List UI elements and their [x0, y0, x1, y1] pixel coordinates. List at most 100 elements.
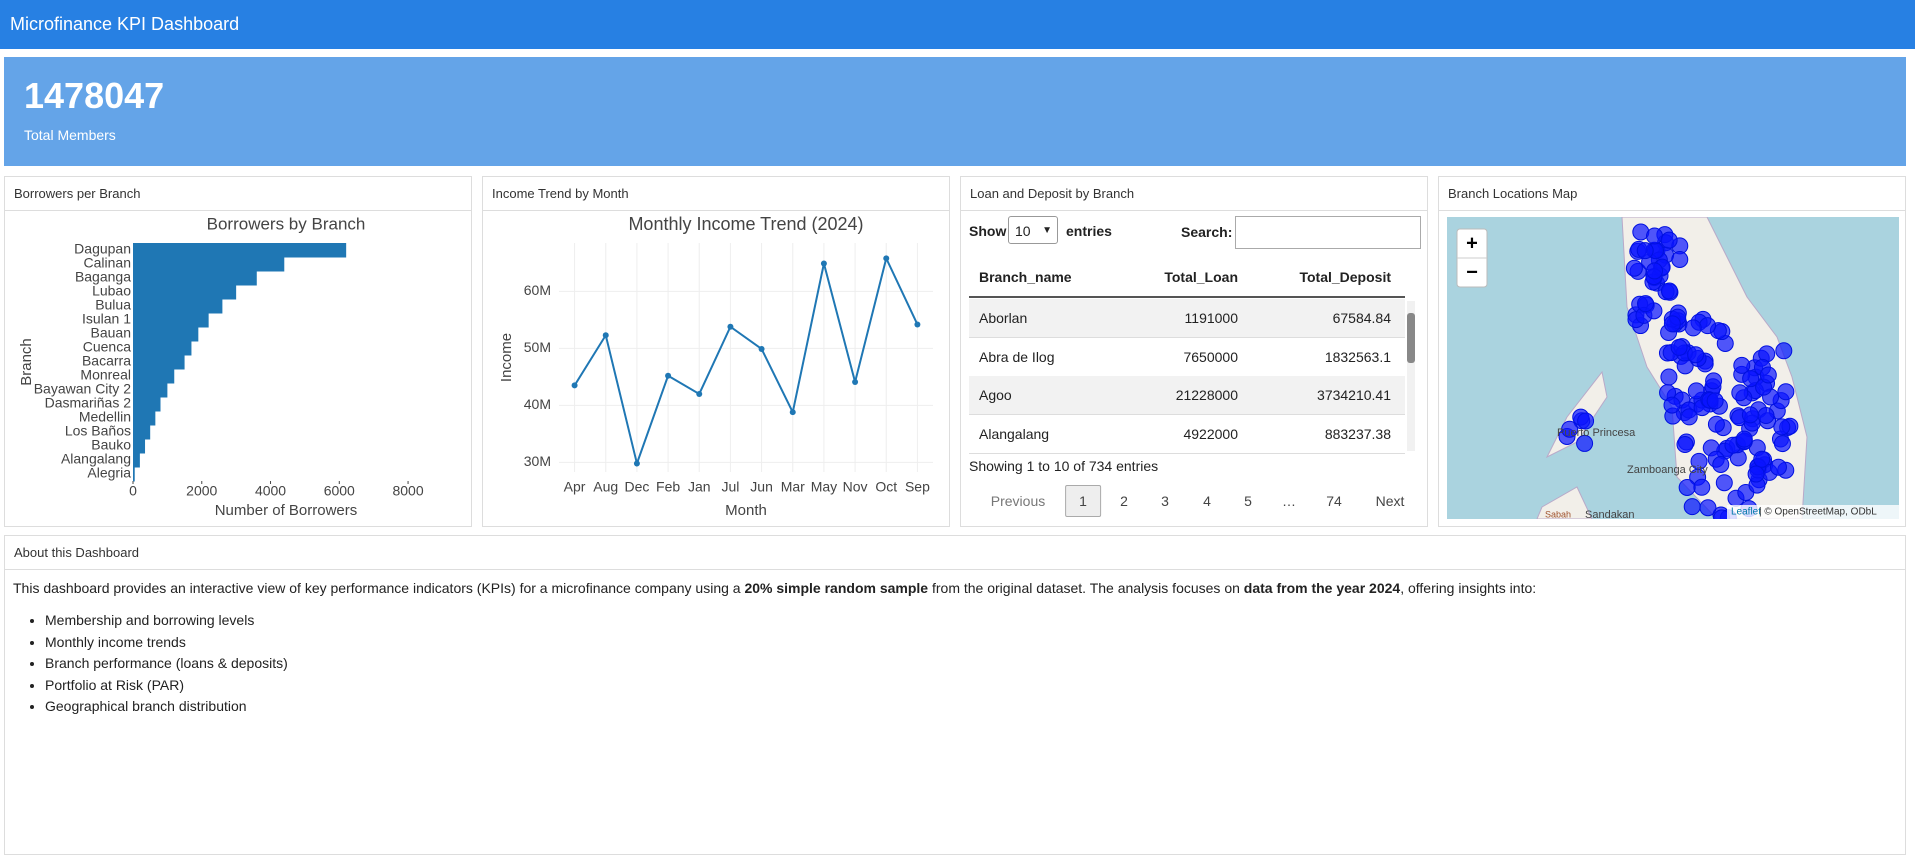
attribution-link[interactable]: Leaflet [1731, 507, 1761, 518]
zoom-out[interactable]: − [1466, 261, 1478, 283]
branch-marker [1705, 372, 1723, 390]
y-tick-label: Bauko [91, 437, 131, 453]
branch-marker [1775, 342, 1793, 360]
x-tick-label: May [811, 479, 837, 495]
zoom-in[interactable]: + [1466, 232, 1478, 254]
x-tick-label: 8000 [392, 483, 423, 499]
y-tick-label: Monreal [80, 367, 131, 383]
page-button[interactable]: … [1282, 493, 1296, 509]
page-button[interactable]: 1 [1065, 485, 1101, 517]
table-cell: 1832563.1 [1324, 348, 1391, 365]
y-tick-label: Medellin [79, 409, 131, 425]
table-cell: Alangalang [979, 425, 1050, 442]
panel-title: Income Trend by Month [483, 177, 949, 211]
branch-marker [1712, 456, 1730, 474]
branch-marker [1561, 420, 1579, 438]
y-tick-label: Dasmariñas 2 [45, 395, 132, 411]
header-border [969, 296, 1405, 298]
panel: Income Trend by Month Monthly Income Tre… [482, 176, 950, 527]
place-label: Puerto Princesa [1557, 427, 1636, 439]
row-bg [969, 414, 1405, 454]
branch-marker [1773, 435, 1791, 453]
search-input[interactable] [1235, 216, 1421, 249]
page-button[interactable]: 2 [1120, 493, 1128, 509]
bar [133, 355, 185, 370]
x-tick-label: Oct [875, 479, 897, 495]
branch-marker [1699, 499, 1717, 517]
branch-marker [1660, 368, 1678, 386]
previous-button[interactable]: Previous [990, 493, 1046, 509]
bar [133, 411, 156, 426]
length-select[interactable]: 10 ▼ [1008, 216, 1058, 244]
branch-marker [1759, 366, 1777, 384]
bar [133, 327, 199, 342]
branch-marker [1733, 356, 1751, 374]
branch-markers [1558, 223, 1799, 519]
y-tick-label: 60M [524, 282, 551, 298]
point [883, 255, 890, 262]
chart-title: Monthly Income Trend (2024) [628, 214, 863, 234]
land [1536, 486, 1593, 519]
y-tick-label: Isulan 1 [82, 311, 131, 327]
point [696, 390, 703, 397]
branch-marker [1625, 259, 1643, 277]
y-tick-label: Cuenca [83, 339, 131, 355]
branch-marker [1753, 450, 1771, 468]
point [914, 321, 921, 328]
x-axis-label: Month [725, 502, 767, 519]
y-axis-label: Branch [18, 338, 35, 386]
table: Branch_name Total_Loan Total_Deposit Aborla… [969, 259, 1413, 489]
bar [133, 425, 151, 440]
x-tick-label: 0 [129, 483, 137, 499]
branch-marker [1707, 415, 1725, 433]
page-button[interactable]: 4 [1203, 493, 1211, 509]
x-tick-label: Dec [624, 479, 649, 495]
bullet-item: Portfolio at Risk (PAR) [45, 675, 288, 697]
bar [133, 397, 161, 412]
branch-marker [1663, 396, 1681, 414]
x-tick-label: 4000 [255, 483, 286, 499]
branch-marker [1670, 338, 1688, 356]
branch-marker [1678, 478, 1696, 496]
y-tick-label: Bacarra [82, 353, 131, 369]
x-tick-label: Apr [564, 479, 586, 495]
branch-marker [1769, 458, 1787, 476]
panel: Borrowers per Branch Borrowers by Branch… [4, 176, 472, 527]
column-header: Total_Deposit [1299, 269, 1391, 285]
bar [133, 299, 223, 314]
bar [133, 257, 285, 272]
scrollbar[interactable] [1407, 301, 1415, 451]
x-tick-label: Aug [593, 479, 618, 495]
branch-marker [1646, 262, 1664, 280]
y-tick-label: Los Baños [65, 423, 131, 439]
branch-marker [1731, 384, 1749, 402]
table-cell: Aborlan [979, 310, 1028, 326]
page-button[interactable]: 3 [1161, 493, 1169, 509]
page-button[interactable]: 74 [1326, 493, 1342, 509]
x-tick-label: Jul [721, 479, 739, 495]
branch-marker [1663, 315, 1681, 333]
y-tick-label: Alangalang [61, 451, 131, 467]
next-button[interactable]: Next [1375, 493, 1405, 509]
scroll-thumb[interactable] [1407, 313, 1415, 363]
x-tick-label: Jan [688, 479, 711, 495]
point [758, 345, 765, 352]
row-bg [969, 299, 1405, 338]
branch-marker [1671, 250, 1689, 268]
point [852, 378, 859, 385]
page-button[interactable]: 5 [1244, 493, 1252, 509]
point [602, 332, 609, 339]
bar [133, 383, 168, 398]
table-cell: 4922000 [1183, 425, 1238, 442]
y-axis-label: Income [498, 333, 515, 382]
y-tick-label: Lubao [92, 283, 131, 299]
point [633, 460, 640, 467]
bar [133, 285, 237, 300]
place-label: Sabah [1545, 509, 1571, 519]
panel: Branch Locations Map Puerto Princesa Zam… [1438, 176, 1906, 527]
pagination: Previous 1 2 3 4 5 … 74 Next [961, 481, 1429, 521]
map[interactable]: Puerto Princesa Zamboanga City Sabah San… [1447, 217, 1899, 519]
x-tick-label: 6000 [324, 483, 355, 499]
x-tick-label: 2000 [186, 483, 217, 499]
text: data from the year 2024 [1243, 580, 1401, 596]
